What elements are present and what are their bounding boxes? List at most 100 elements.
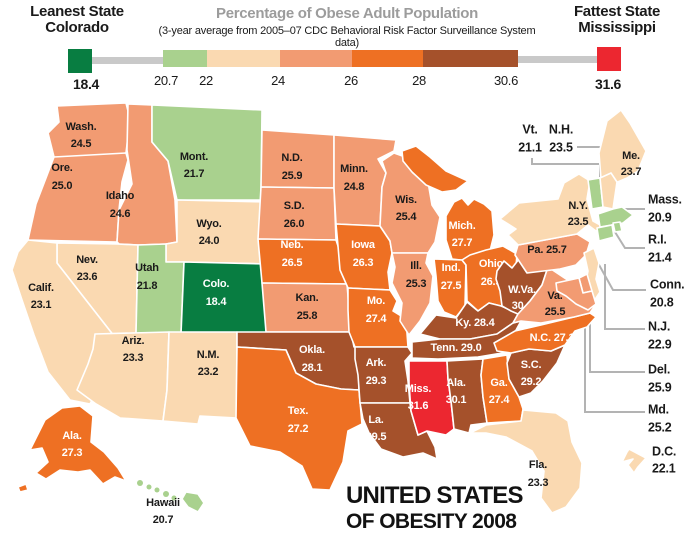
- state-label-al: 30.1: [446, 394, 467, 406]
- state-label-wi: 25.4: [396, 211, 418, 223]
- state-label-mt: Mont.: [180, 151, 208, 163]
- state-sd: [257, 186, 337, 241]
- state-label-de: 25.9: [648, 380, 672, 394]
- state-label-wa: Wash.: [66, 121, 97, 133]
- state-label-in: Ind.: [442, 262, 461, 274]
- leanest-label: Leanest State: [30, 3, 124, 20]
- state-label-dc: 22.1: [652, 461, 676, 475]
- legend-tick-24: 24: [271, 73, 285, 88]
- legend-tick-min: 18.4: [72, 76, 100, 92]
- state-label-tx: 27.2: [288, 423, 309, 435]
- state-sc: [506, 344, 566, 398]
- state-label-pa: Pa. 25.7: [527, 244, 566, 256]
- state-label-ky: Ky. 28.4: [455, 317, 495, 329]
- state-label-ne: 26.5: [282, 257, 303, 269]
- state-label-id: 24.6: [110, 208, 131, 220]
- state-label-va: 25.5: [545, 306, 566, 318]
- state-tx: [235, 346, 363, 491]
- state-label-sd: 26.0: [284, 218, 305, 230]
- state-label-id: Idaho: [106, 190, 135, 202]
- state-label-ct: Conn.: [650, 277, 684, 291]
- state-label-mt: 21.7: [184, 168, 205, 180]
- state-label-mn: Minn.: [340, 163, 368, 175]
- state-label-co: Colo.: [203, 278, 230, 290]
- state-nc: [493, 312, 597, 354]
- state-label-ms: Miss.: [405, 383, 432, 395]
- legend-tick-30-6: 30.6: [493, 73, 519, 88]
- legend-connector-left: [92, 57, 163, 64]
- state-label-ak: 27.3: [62, 447, 83, 459]
- state-pa: [514, 233, 591, 274]
- callout-line-nj: [604, 264, 645, 330]
- state-nh: [599, 172, 618, 210]
- legend-tick-22: 22: [199, 73, 213, 88]
- state-label-nd: 25.9: [282, 170, 303, 182]
- state-label-oh: Ohio: [479, 258, 504, 270]
- legend-connector-right: [518, 56, 597, 63]
- state-label-mn: 24.8: [344, 181, 365, 193]
- state-label-or: 25.0: [52, 180, 73, 192]
- state-label-dc: D.C.: [652, 444, 676, 458]
- state-label-or: Ore.: [51, 162, 72, 174]
- bottom-title: UNITED STATES OF OBESITY 2008: [346, 482, 524, 533]
- state-label-me: 23.7: [621, 166, 642, 178]
- state-label-ak: Ala.: [62, 430, 82, 442]
- state-label-vt: Vt.: [522, 122, 537, 136]
- state-label-il: Ill.: [410, 260, 422, 272]
- bottom-title-line1: UNITED STATES: [346, 482, 524, 509]
- legend-min-swatch: [68, 49, 92, 73]
- state-label-az: Ariz.: [122, 335, 145, 347]
- state-label-vt: 21.1: [518, 140, 542, 154]
- state-label-al: Ala.: [446, 377, 466, 389]
- state-label-co: 18.4: [206, 296, 228, 308]
- state-ak: [17, 405, 127, 493]
- legend-max-swatch: [597, 47, 621, 71]
- legend-tick-26: 26: [344, 73, 358, 88]
- state-label-ia: 26.3: [353, 257, 374, 269]
- fattest-label: Fattest State: [573, 3, 661, 20]
- state-me: [598, 109, 647, 185]
- state-label-ri: 21.4: [648, 250, 672, 264]
- leanest-state-header: Leanest State Colorado: [10, 4, 144, 36]
- state-label-nj: N.J.: [648, 319, 670, 333]
- state-wy: [165, 199, 271, 265]
- state-label-nm: N.M.: [197, 349, 220, 361]
- legend-header: Percentage of Obese Adult Population (3-…: [147, 5, 547, 49]
- state-label-nd: N.D.: [281, 152, 302, 164]
- state-label-me: Me.: [622, 150, 640, 162]
- state-label-tx: Tex.: [288, 405, 309, 417]
- legend-segment-20-22: [163, 50, 207, 67]
- state-label-ca: 23.1: [31, 299, 52, 311]
- callout-line-de: [589, 290, 645, 373]
- state-label-wv: W.Va.: [508, 284, 536, 296]
- state-label-nj: 22.9: [648, 337, 672, 351]
- legend-segment-26-28: [352, 50, 423, 67]
- state-label-ga: Ga.: [490, 377, 507, 389]
- state-label-md: 25.2: [648, 420, 672, 434]
- state-hi: [137, 480, 205, 513]
- state-label-ne: Neb.: [280, 239, 303, 251]
- state-label-wy: Wyo.: [196, 218, 221, 230]
- legend-segment-24-26: [280, 50, 352, 67]
- callout-line-vt: [531, 158, 601, 177]
- state-label-nv: Nev.: [76, 254, 98, 266]
- state-label-tn: Tenn. 29.0: [431, 342, 482, 354]
- state-label-ok: Okla.: [299, 344, 325, 356]
- callout-line-ri: [614, 231, 645, 249]
- legend-segment-22-24: [207, 50, 280, 67]
- state-label-ks: Kan.: [295, 292, 318, 304]
- state-nm: [162, 331, 238, 425]
- state-label-nh: N.H.: [549, 122, 573, 136]
- state-label-ny: N.Y.: [568, 200, 588, 212]
- fattest-state-header: Fattest State Mississippi: [550, 4, 684, 36]
- leanest-state-name: Colorado: [45, 19, 109, 36]
- state-label-sc: 29.2: [521, 376, 542, 388]
- state-ks: [261, 282, 352, 333]
- callout-line-ct: [597, 262, 646, 291]
- state-label-az: 23.3: [123, 352, 144, 364]
- state-ri: [612, 221, 623, 233]
- state-label-fl: 23.3: [528, 477, 549, 489]
- state-label-wy: 24.0: [199, 235, 220, 247]
